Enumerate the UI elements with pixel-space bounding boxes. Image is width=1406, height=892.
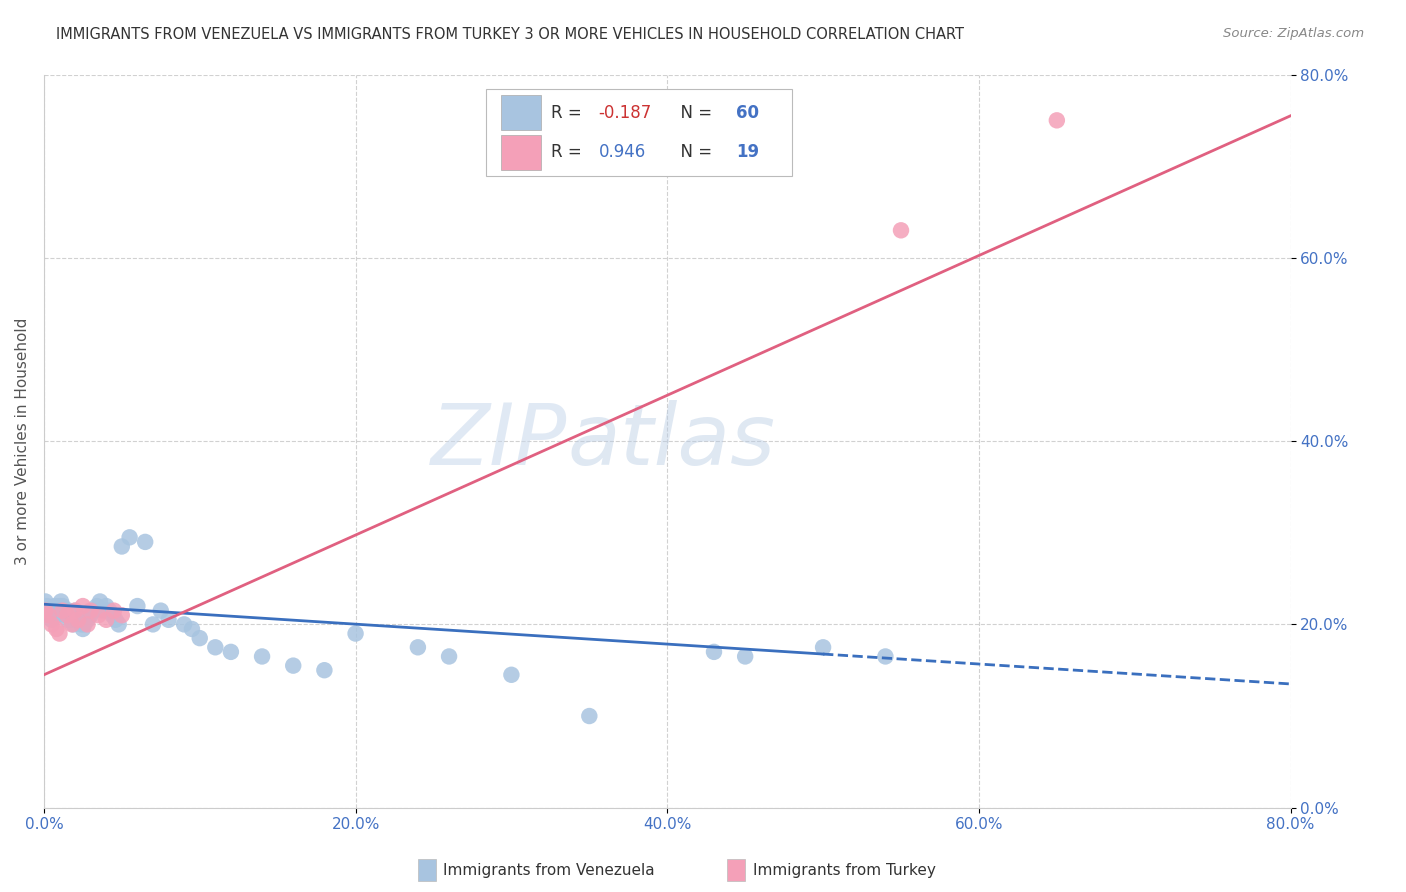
Point [157,613,180,627]
Point [67,613,90,627]
Point [34,604,56,618]
Point [142,617,165,632]
Point [811,640,834,655]
Point [67,613,90,627]
Point [104,613,127,627]
Point [46,604,69,618]
Point [96,613,118,627]
Point [44,599,66,613]
Point [91,604,114,618]
Point [52,599,75,613]
Point [70,617,93,632]
Point [45,608,67,623]
FancyBboxPatch shape [486,89,792,176]
Point [48,626,70,640]
Point [56,613,79,627]
Text: R =: R = [551,144,588,161]
Point [52,604,75,618]
Point [83,604,105,618]
Text: 19: 19 [735,144,759,161]
Point [283,658,305,673]
Point [89,594,111,608]
Point [63,604,86,618]
Point [734,649,756,664]
Point [219,645,242,659]
Point [149,604,172,618]
Text: Source: ZipAtlas.com: Source: ZipAtlas.com [1223,27,1364,40]
Point [41,617,63,632]
Point [188,631,211,645]
Text: N =: N = [669,103,717,121]
Text: ZIP: ZIP [432,400,568,483]
Point [39,608,62,623]
Text: N =: N = [669,144,717,161]
Point [58,604,80,618]
Point [72,599,94,613]
Point [173,617,195,632]
Point [181,622,204,636]
Point [45,622,67,636]
Point [101,608,124,623]
Point [48,599,70,613]
FancyBboxPatch shape [502,135,541,170]
Point [76,617,98,632]
Point [344,626,367,640]
Point [111,540,134,554]
Point [578,709,600,723]
Point [65,608,87,623]
Point [56,608,79,623]
Point [49,594,72,608]
Point [96,599,118,613]
Point [86,599,108,613]
Point [60,613,83,627]
Point [204,640,226,655]
Text: 0.946: 0.946 [599,144,645,161]
Point [53,604,76,618]
Point [34,594,56,608]
Point [890,223,912,237]
Point [98,604,121,618]
Point [1046,113,1069,128]
Point [118,530,141,544]
Point [134,535,156,549]
Point [63,604,86,618]
Point [38,608,60,623]
Text: R =: R = [551,103,588,121]
Point [35,599,58,613]
Text: IMMIGRANTS FROM VENEZUELA VS IMMIGRANTS FROM TURKEY 3 OR MORE VEHICLES IN HOUSEH: IMMIGRANTS FROM VENEZUELA VS IMMIGRANTS … [56,27,965,42]
Point [111,608,134,623]
Point [437,649,460,664]
Point [127,599,149,613]
Point [87,608,110,623]
Point [250,649,273,664]
Point [72,622,94,636]
Text: Immigrants from Venezuela: Immigrants from Venezuela [443,863,655,878]
Point [76,613,98,627]
Point [79,604,101,618]
Text: 60: 60 [735,103,759,121]
Point [406,640,429,655]
Point [703,645,725,659]
Point [42,604,65,618]
Text: -0.187: -0.187 [599,103,652,121]
Point [79,608,101,623]
Point [55,608,77,623]
Point [60,617,83,632]
Point [107,617,129,632]
Point [875,649,897,664]
Point [314,663,336,677]
Point [73,617,96,632]
Point [501,667,523,681]
Point [41,613,63,627]
Point [103,604,125,618]
FancyBboxPatch shape [502,95,541,130]
Point [59,608,82,623]
Point [38,604,60,618]
Y-axis label: 3 or more Vehicles in Household: 3 or more Vehicles in Household [15,318,30,565]
Text: Immigrants from Turkey: Immigrants from Turkey [752,863,935,878]
Point [62,617,84,632]
Text: atlas: atlas [568,400,776,483]
